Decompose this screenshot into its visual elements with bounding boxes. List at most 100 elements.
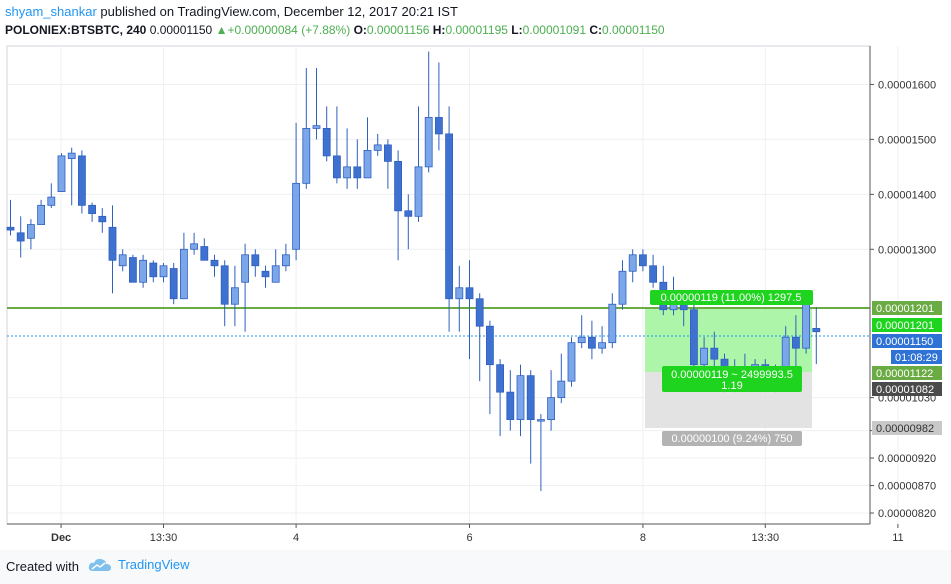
target-label-bg bbox=[650, 290, 813, 305]
stop-label-bg bbox=[662, 431, 802, 446]
price-tag-bg bbox=[872, 301, 942, 315]
candle-body bbox=[6, 226, 15, 231]
candle-body bbox=[669, 303, 678, 311]
y-tick-label: 0.00000920 bbox=[878, 453, 936, 465]
price-tag-3: 0.00001150 bbox=[876, 336, 933, 348]
candle-body bbox=[445, 133, 454, 300]
footer: Created with TradingView bbox=[0, 550, 951, 584]
y-tick-label: 0.00000870 bbox=[878, 481, 936, 493]
price-tag-bg bbox=[872, 421, 942, 435]
y-tick-label: 0.00001400 bbox=[878, 189, 936, 201]
candle-body bbox=[679, 303, 688, 311]
candle-body bbox=[108, 226, 117, 261]
high-label: H: bbox=[432, 23, 446, 37]
candle-body bbox=[618, 270, 627, 305]
y-tick-label: 0.00000820 bbox=[878, 508, 936, 520]
candle-body bbox=[179, 248, 188, 300]
candle bbox=[261, 265, 270, 288]
candle-body bbox=[537, 419, 545, 422]
author-link[interactable]: shyam_shankar bbox=[5, 4, 97, 19]
candle bbox=[67, 147, 76, 206]
candle-body bbox=[434, 117, 443, 135]
candle bbox=[169, 263, 178, 305]
tradingview-logo-link[interactable]: TradingView bbox=[88, 557, 190, 572]
candle bbox=[404, 194, 413, 250]
candle-body bbox=[37, 204, 45, 225]
candle-body bbox=[312, 125, 321, 129]
candle bbox=[547, 370, 555, 431]
close-label: C: bbox=[589, 23, 603, 37]
candle bbox=[628, 249, 637, 283]
ohlc-line: POLONIEX:BTSBTC, 240 0.00001150 ▲+0.0000… bbox=[5, 23, 665, 37]
x-tick-label: 11 bbox=[892, 532, 903, 544]
y-tick-label: 0.00001600 bbox=[878, 79, 936, 91]
candle bbox=[179, 232, 188, 300]
candle bbox=[149, 260, 158, 283]
price-tag-bg bbox=[872, 366, 942, 380]
price-tag-bg bbox=[872, 334, 942, 348]
candle-body bbox=[475, 298, 484, 327]
x-tick-label: 8 bbox=[640, 532, 646, 544]
candle-body bbox=[353, 166, 362, 179]
candle bbox=[271, 249, 280, 283]
candle bbox=[445, 106, 454, 332]
open-label: O: bbox=[353, 23, 367, 37]
price-tags: 0.00001201 0.00001201 0.00001150 01:08:2… bbox=[872, 301, 942, 435]
candle bbox=[557, 353, 566, 404]
x-tick-label: 13:30 bbox=[752, 532, 780, 544]
candle bbox=[608, 293, 617, 349]
candle-body bbox=[577, 336, 586, 344]
candle bbox=[424, 51, 433, 173]
cloud-icon bbox=[88, 558, 111, 571]
x-tick-label: Dec bbox=[51, 532, 71, 544]
candle bbox=[526, 370, 535, 464]
price-tag-bg bbox=[872, 318, 942, 332]
candle-body bbox=[567, 342, 576, 382]
candle-body bbox=[363, 149, 372, 179]
candle-body bbox=[169, 268, 178, 300]
candle bbox=[516, 364, 525, 437]
candle bbox=[220, 260, 229, 327]
y-tick-label: 0.00001300 bbox=[878, 244, 936, 256]
candle-body bbox=[149, 262, 158, 278]
candle-body bbox=[414, 166, 423, 217]
candle-body bbox=[200, 246, 209, 261]
candle bbox=[496, 359, 505, 437]
candle bbox=[434, 62, 443, 151]
candle bbox=[190, 232, 199, 255]
stop-label-text: 0.00000100 (9.24%) 750 bbox=[671, 433, 792, 445]
candle bbox=[577, 315, 586, 349]
candle bbox=[210, 254, 219, 277]
candle-body bbox=[588, 336, 596, 349]
price-axis[interactable]: 0.000008200.000008700.000009200.00000970… bbox=[869, 46, 936, 524]
mid-label-text: 0.00000119 ~ 2499993.5 bbox=[671, 369, 793, 381]
publish-line: shyam_shankar published on TradingView.c… bbox=[5, 4, 458, 19]
candle bbox=[47, 183, 56, 209]
high-value: 0.00001195 bbox=[445, 23, 508, 37]
candle bbox=[281, 243, 290, 272]
candle bbox=[322, 106, 331, 162]
candle bbox=[598, 326, 606, 354]
candle-body bbox=[88, 204, 96, 214]
candle-body bbox=[159, 265, 168, 278]
candle bbox=[353, 139, 362, 189]
candle bbox=[302, 67, 311, 189]
candle bbox=[332, 106, 341, 184]
candle-body bbox=[271, 265, 280, 283]
candle bbox=[414, 106, 423, 222]
candle bbox=[200, 238, 209, 261]
candle-body bbox=[608, 303, 617, 344]
mid-label-sub: 1.19 bbox=[721, 380, 742, 392]
candlestick-chart[interactable]: 0.00000119 (11.00%) 1297.5 0.00000119 ~ … bbox=[0, 0, 951, 550]
candle-body bbox=[230, 287, 239, 305]
candle-body bbox=[710, 347, 719, 360]
price-tag-5: 0.00001122 bbox=[876, 368, 933, 380]
candle bbox=[251, 249, 260, 277]
candle-body bbox=[649, 265, 657, 283]
candle bbox=[98, 208, 107, 233]
candle-body bbox=[496, 364, 505, 393]
tradingview-brand[interactable]: TradingView bbox=[118, 557, 190, 572]
candle-body bbox=[485, 325, 494, 366]
candle-body bbox=[241, 254, 250, 283]
